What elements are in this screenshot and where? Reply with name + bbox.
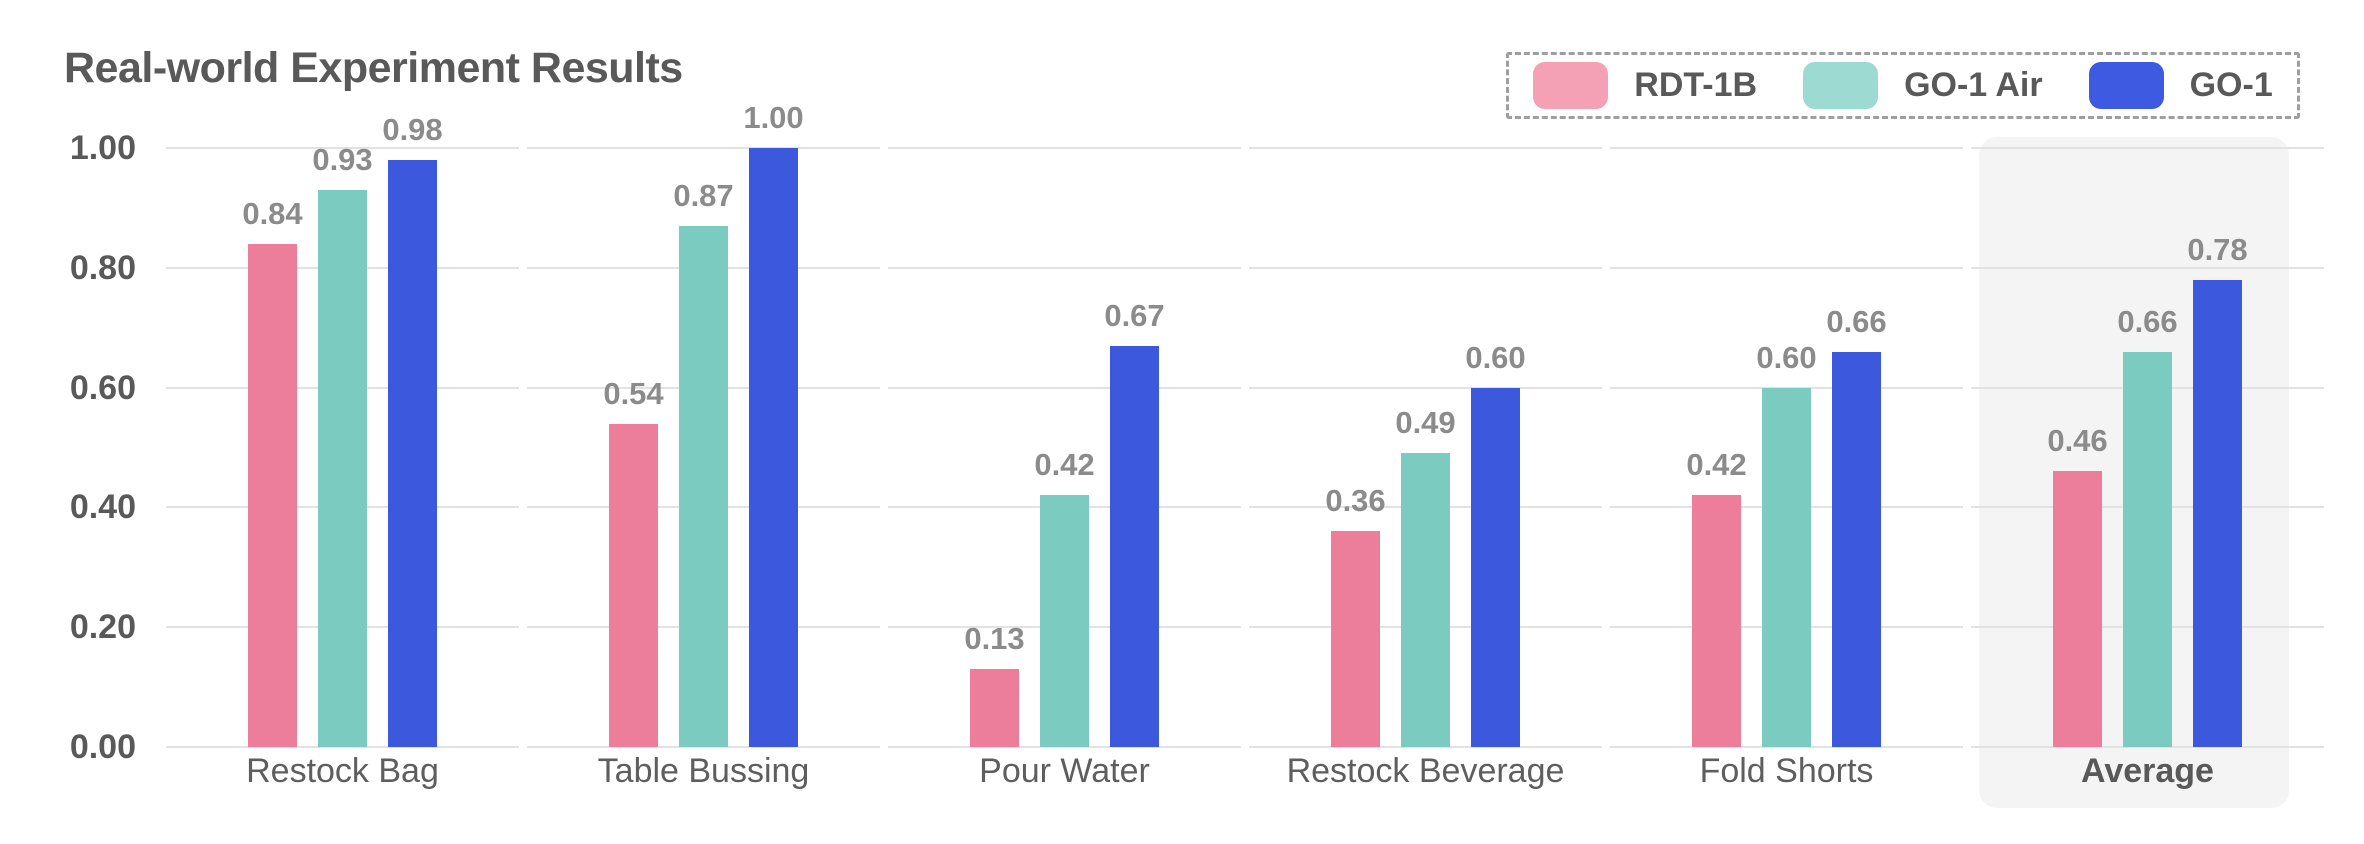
legend: RDT-1B GO-1 Air GO-1 <box>1506 52 2300 119</box>
category-label-restock-beverage: Restock Beverage <box>1286 752 1565 790</box>
gridline <box>1971 266 2324 269</box>
gridline <box>1971 746 2324 748</box>
category-label-table-bussing: Table Bussing <box>597 752 810 790</box>
value-label-rdt-1b: 0.54 <box>603 375 664 411</box>
gridline <box>1610 147 1963 149</box>
y-axis-tick-label: 0.20 <box>69 608 136 647</box>
legend-swatch-go-1 <box>2088 62 2164 109</box>
value-label-go-1: 0.60 <box>1465 339 1526 375</box>
value-label-go-1-air: 0.87 <box>673 177 734 213</box>
bar-go-1-air <box>1762 387 1811 747</box>
value-label-rdt-1b: 0.84 <box>242 195 303 231</box>
category-label-pour-water: Pour Water <box>979 752 1150 790</box>
value-label-go-1: 0.66 <box>1826 303 1887 339</box>
gridline <box>888 147 1241 149</box>
gridline <box>888 386 1241 389</box>
bar-rdt-1b <box>248 243 297 747</box>
category-panel-fold-shorts: 0.42 0.60 0.66 Fold Shorts <box>1610 0 1963 844</box>
legend-swatch-rdt-1b <box>1533 62 1609 109</box>
gridline <box>166 147 519 149</box>
bar-go-1-air <box>679 225 728 747</box>
value-label-go-1: 1.00 <box>743 100 804 135</box>
category-panel-pour-water: 0.13 0.42 0.67 Pour Water <box>888 0 1241 844</box>
gridline <box>1249 147 1602 149</box>
legend-label-go-1-air: GO-1 Air <box>1904 66 2043 104</box>
y-axis-tick-label: 0.00 <box>69 728 136 766</box>
legend-item-go-1: GO-1 <box>2088 62 2273 109</box>
y-axis-tick-label: 0.60 <box>69 368 136 407</box>
gridline <box>888 746 1241 748</box>
bar-go-1 <box>749 148 798 747</box>
legend-item-go-1-air: GO-1 Air <box>1803 62 2043 109</box>
value-label-go-1: 0.67 <box>1104 297 1165 333</box>
gridline <box>1249 386 1602 389</box>
y-axis-tick-label: 1.00 <box>69 129 136 167</box>
gridline <box>1971 147 2324 149</box>
value-label-rdt-1b: 0.13 <box>964 621 1025 657</box>
category-panel-restock-bag: 0.84 0.93 0.98 Restock Bag <box>166 0 519 844</box>
chart-title: Real-world Experiment Results <box>64 44 683 92</box>
bar-go-1 <box>1110 345 1159 747</box>
gridline <box>1249 746 1602 748</box>
legend-label-rdt-1b: RDT-1B <box>1634 66 1758 104</box>
bar-go-1 <box>388 159 437 747</box>
bar-go-1 <box>1832 351 1881 747</box>
value-label-rdt-1b: 0.36 <box>1325 483 1386 519</box>
category-label-average: Average <box>2081 752 2214 790</box>
bar-rdt-1b <box>970 669 1019 747</box>
bar-go-1-air <box>1040 495 1089 747</box>
category-label-restock-bag: Restock Bag <box>246 752 439 790</box>
category-panel-table-bussing: 0.54 0.87 1.00 Table Bussing <box>527 0 880 844</box>
bar-rdt-1b <box>1692 495 1741 747</box>
legend-label-go-1: GO-1 <box>2189 66 2273 104</box>
value-label-go-1-air: 0.60 <box>1756 339 1817 375</box>
gridline <box>1610 746 1963 748</box>
bar-rdt-1b <box>609 423 658 747</box>
value-label-rdt-1b: 0.42 <box>1686 447 1747 483</box>
category-panel-average: 0.46 0.66 0.78 Average <box>1971 0 2324 844</box>
gridline <box>1249 266 1602 269</box>
bar-go-1 <box>2193 279 2242 747</box>
gridline <box>1610 266 1963 269</box>
bar-go-1-air <box>1401 453 1450 747</box>
bar-go-1-air <box>2123 351 2172 747</box>
gridline <box>888 266 1241 269</box>
bar-rdt-1b <box>2053 471 2102 747</box>
legend-swatch-go-1-air <box>1803 62 1879 109</box>
legend-item-rdt-1b: RDT-1B <box>1533 62 1757 109</box>
y-axis-tick-label: 0.80 <box>69 248 136 287</box>
value-label-go-1-air: 0.93 <box>312 141 373 177</box>
gridline <box>166 746 519 748</box>
gridline <box>527 147 880 149</box>
bar-go-1 <box>1471 387 1520 747</box>
value-label-go-1-air: 0.49 <box>1395 405 1456 441</box>
value-label-go-1: 0.98 <box>382 111 443 147</box>
bar-rdt-1b <box>1331 531 1380 747</box>
value-label-go-1-air: 0.42 <box>1034 447 1095 483</box>
value-label-go-1-air: 0.66 <box>2117 303 2178 339</box>
value-label-rdt-1b: 0.46 <box>2047 423 2108 459</box>
y-axis-tick-label: 0.40 <box>69 488 136 527</box>
value-label-go-1: 0.78 <box>2187 231 2248 267</box>
category-label-fold-shorts: Fold Shorts <box>1699 752 1874 790</box>
gridline <box>527 746 880 748</box>
category-panel-restock-beverage: 0.36 0.49 0.60 Restock Beverage <box>1249 0 1602 844</box>
bar-go-1-air <box>318 189 367 747</box>
